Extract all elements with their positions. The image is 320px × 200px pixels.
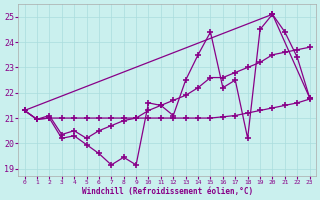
X-axis label: Windchill (Refroidissement éolien,°C): Windchill (Refroidissement éolien,°C) (82, 187, 253, 196)
